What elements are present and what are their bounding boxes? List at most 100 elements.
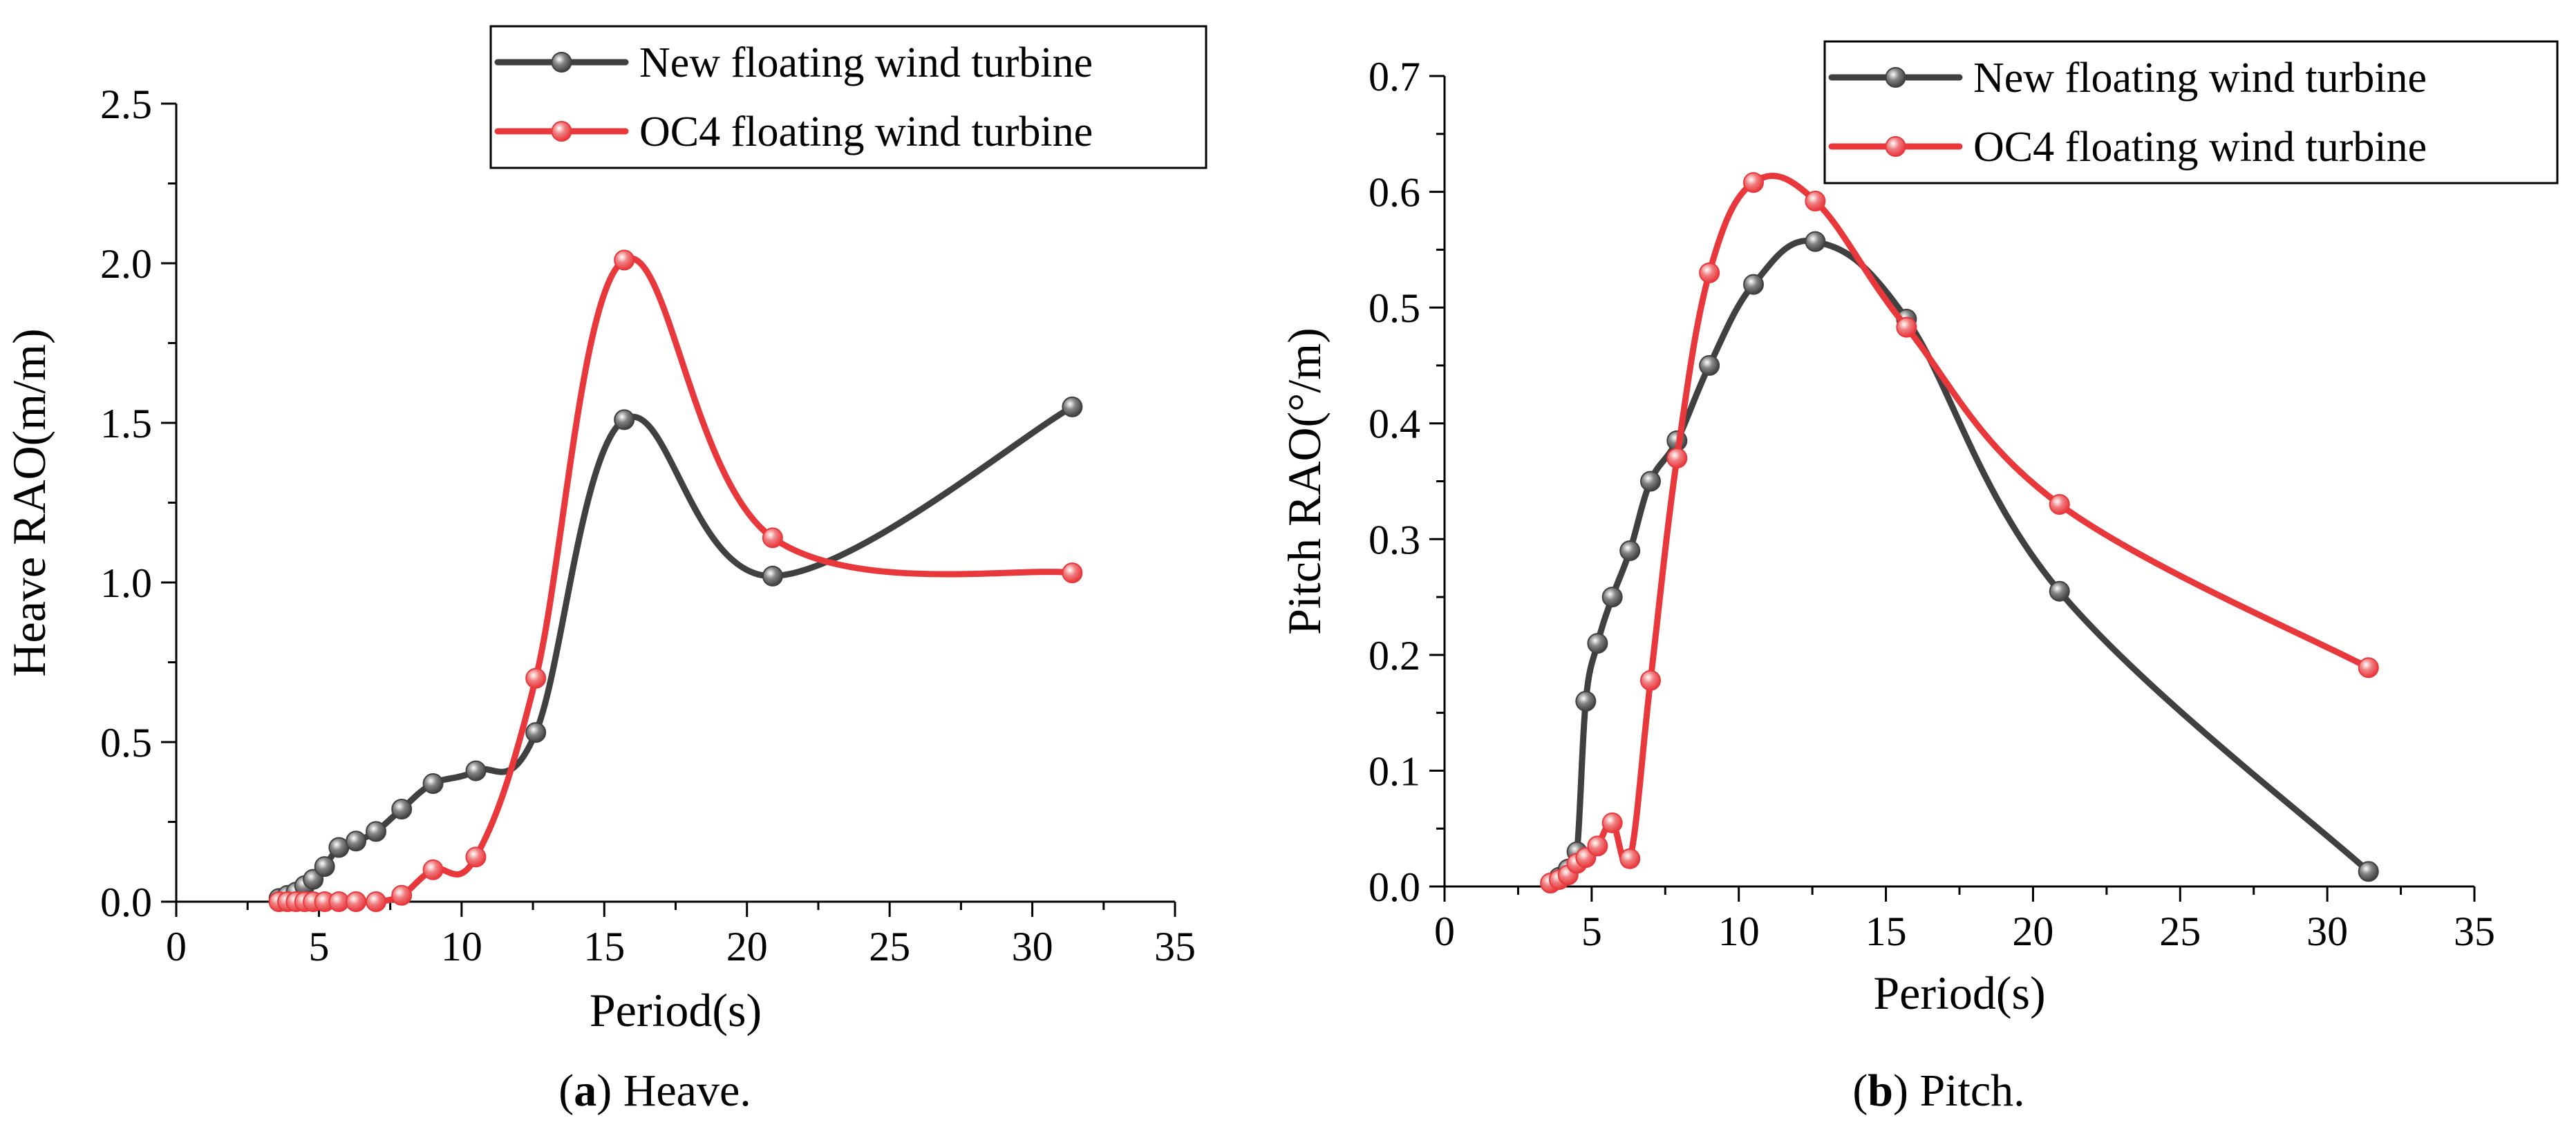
data-point-oc4 xyxy=(1666,447,1688,468)
x-axis-title: Period(s) xyxy=(590,984,762,1036)
data-point-new xyxy=(1743,274,1764,295)
legend-swatch-marker xyxy=(551,121,572,142)
series-line-new xyxy=(1547,237,2372,886)
legend-swatch-marker xyxy=(1885,67,1906,88)
data-point-new xyxy=(346,831,367,852)
data-point-oc4 xyxy=(1805,190,1826,211)
x-tick-label: 10 xyxy=(441,924,482,969)
x-tick-label: 10 xyxy=(1718,909,1760,954)
series-line-oc4 xyxy=(1547,172,2372,886)
data-point-oc4 xyxy=(1619,848,1641,869)
data-point-new xyxy=(1619,540,1641,562)
data-point-new xyxy=(762,565,783,587)
y-tick-label: 0.0 xyxy=(1369,864,1420,910)
x-tick-label: 35 xyxy=(1154,924,1196,969)
caption-open-paren: ( xyxy=(1852,1065,1868,1116)
legend-swatch-marker xyxy=(1885,136,1906,157)
data-point-new xyxy=(1640,471,1661,492)
data-point-new xyxy=(614,409,635,430)
y-tick-label: 0.3 xyxy=(1369,517,1420,562)
legend: New floating wind turbine OC4 floating wi… xyxy=(489,25,1207,169)
x-axis-title: Period(s) xyxy=(1873,967,2045,1019)
data-point-new xyxy=(1805,231,1826,252)
caption-letter: b xyxy=(1868,1065,1893,1116)
x-tick-label: 25 xyxy=(2159,909,2201,954)
data-point-oc4 xyxy=(1896,316,1917,338)
legend-label: New floating wind turbine xyxy=(639,39,1093,86)
x-tick-label: 25 xyxy=(869,924,910,969)
data-point-new xyxy=(366,821,386,842)
x-tick-label: 15 xyxy=(583,924,625,969)
legend-swatch-marker xyxy=(551,52,572,73)
y-tick-label: 0.5 xyxy=(100,720,152,766)
legend: New floating wind turbine OC4 floating wi… xyxy=(1823,40,2559,184)
data-point-oc4 xyxy=(366,891,386,912)
data-point-oc4 xyxy=(1062,562,1083,584)
y-tick-label: 0.0 xyxy=(100,880,152,925)
x-tick-label: 15 xyxy=(1865,909,1907,954)
data-point-new xyxy=(391,799,413,820)
data-point-oc4 xyxy=(346,891,367,912)
data-point-oc4 xyxy=(1587,835,1608,857)
y-tick-label: 2.5 xyxy=(100,82,152,127)
data-point-oc4 xyxy=(1601,812,1623,833)
data-point-new xyxy=(525,722,547,743)
data-point-oc4 xyxy=(2049,494,2070,515)
data-point-oc4 xyxy=(2358,657,2379,679)
data-point-new xyxy=(314,856,335,878)
caption-text: ) Pitch. xyxy=(1893,1065,2025,1116)
figure-caption: (b) Pitch. xyxy=(1852,1065,2024,1116)
y-tick-label: 0.4 xyxy=(1369,401,1420,447)
y-tick-label: 0.1 xyxy=(1369,748,1420,794)
legend-box xyxy=(1823,40,2559,184)
y-tick-label: 0.5 xyxy=(1369,285,1420,331)
y-tick-label: 0.7 xyxy=(1369,54,1420,99)
x-tick-label: 0 xyxy=(166,924,187,969)
data-point-oc4 xyxy=(525,667,547,689)
y-tick-label: 2.0 xyxy=(100,241,152,287)
pitch-chart: 0 5 10 15 20 25 30 35 0.0 0.1 0.2 0.3 0.4 0.5 0.6 0.7 Pe… xyxy=(1278,40,2559,1116)
data-point-oc4 xyxy=(1699,262,1720,283)
y-axis-title: Pitch RAO(°/m) xyxy=(1278,328,1331,635)
heave-chart: 0 5 10 15 20 25 30 35 0.0 0.5 1.0 1.5 2.0 2.5 Period(s… xyxy=(3,25,1207,1116)
y-tick-label: 0.2 xyxy=(1369,633,1420,679)
y-tick-label: 1.5 xyxy=(100,401,152,446)
legend-label: New floating wind turbine xyxy=(1973,55,2427,102)
caption-letter: a xyxy=(574,1065,596,1116)
data-point-new xyxy=(1575,690,1597,712)
data-point-oc4 xyxy=(422,859,444,880)
series-line-new xyxy=(276,404,1075,902)
data-point-oc4 xyxy=(465,846,487,868)
x-tick-label: 30 xyxy=(1012,924,1053,969)
legend-box xyxy=(489,25,1207,169)
legend-label: OC4 floating wind turbine xyxy=(1973,124,2427,171)
y-tick-label: 1.0 xyxy=(100,560,152,606)
data-point-new xyxy=(2358,861,2379,882)
data-point-new xyxy=(465,760,487,781)
y-axis-title: Heave RAO(m/m) xyxy=(3,328,55,676)
data-point-new xyxy=(1062,396,1083,417)
data-point-oc4 xyxy=(1640,670,1661,691)
data-point-new xyxy=(1601,587,1623,608)
caption-open-paren: ( xyxy=(558,1065,574,1116)
data-point-new xyxy=(1699,354,1720,376)
data-point-oc4 xyxy=(762,527,783,549)
y-tick-label: 0.6 xyxy=(1369,170,1420,216)
data-point-oc4 xyxy=(391,884,413,906)
data-point-new xyxy=(1587,633,1608,654)
caption-text: ) Heave. xyxy=(596,1065,751,1116)
data-point-oc4 xyxy=(1743,172,1764,193)
legend-label: OC4 floating wind turbine xyxy=(639,108,1093,155)
x-tick-label: 5 xyxy=(308,924,329,969)
x-tick-label: 0 xyxy=(1434,909,1455,954)
data-point-new xyxy=(2049,580,2070,602)
x-tick-label: 20 xyxy=(2012,909,2053,954)
x-tick-label: 20 xyxy=(726,924,768,969)
x-tick-label: 5 xyxy=(1581,909,1602,954)
x-tick-label: 35 xyxy=(2454,909,2495,954)
data-point-new xyxy=(422,773,444,795)
x-tick-label: 30 xyxy=(2306,909,2348,954)
figure-caption: (a) Heave. xyxy=(558,1065,751,1116)
data-point-oc4 xyxy=(614,249,635,271)
